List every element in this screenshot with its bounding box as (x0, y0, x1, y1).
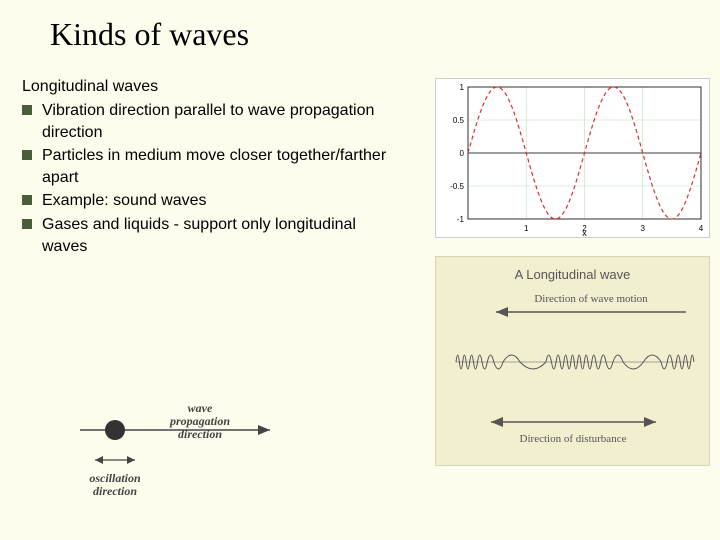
svg-text:4: 4 (699, 224, 704, 233)
slide-title: Kinds of waves (50, 16, 249, 53)
svg-text:-1: -1 (457, 215, 465, 224)
svg-text:1: 1 (524, 224, 529, 233)
list-item: Gases and liquids - support only longitu… (22, 214, 392, 257)
svg-text:0.5: 0.5 (453, 116, 465, 125)
svg-text:wave: wave (188, 401, 213, 415)
svg-text:direction: direction (93, 484, 137, 498)
list-item: Example: sound waves (22, 190, 392, 212)
bullet-list: Vibration direction parallel to wave pro… (22, 100, 392, 259)
bullet-text: Vibration direction parallel to wave pro… (42, 100, 392, 143)
svg-text:0: 0 (460, 149, 465, 158)
bullet-text: Particles in medium move closer together… (42, 145, 392, 188)
longitudinal-wave-svg: Direction of wave motion Direction of dis… (436, 282, 711, 467)
propagation-diagram: wavepropagationdirectionoscillationdirec… (70, 400, 340, 510)
svg-text:direction: direction (178, 427, 222, 441)
svg-text:Direction of wave motion: Direction of wave motion (534, 293, 648, 305)
panel-title: A Longitudinal wave (436, 267, 709, 282)
svg-text:-0.5: -0.5 (450, 182, 464, 191)
bullet-text: Example: sound waves (42, 190, 207, 212)
svg-text:1: 1 (460, 83, 465, 92)
sine-wave-svg: 1234-1-0.500.51x (436, 79, 711, 239)
list-item: Particles in medium move closer together… (22, 145, 392, 188)
longitudinal-wave-panel: A Longitudinal wave Direction of wave mo… (435, 256, 710, 466)
svg-text:x: x (582, 228, 587, 238)
svg-text:oscillation: oscillation (89, 471, 141, 485)
svg-text:propagation: propagation (169, 414, 230, 428)
bullet-icon (22, 195, 32, 205)
sine-wave-chart: 1234-1-0.500.51x (435, 78, 710, 238)
bullet-text: Gases and liquids - support only longitu… (42, 214, 392, 257)
propagation-svg: wavepropagationdirectionoscillationdirec… (70, 400, 340, 510)
list-item: Vibration direction parallel to wave pro… (22, 100, 392, 143)
subtitle: Longitudinal waves (22, 78, 158, 96)
svg-text:3: 3 (641, 224, 646, 233)
bullet-icon (22, 105, 32, 115)
bullet-icon (22, 219, 32, 229)
svg-text:Direction of disturbance: Direction of disturbance (520, 433, 627, 445)
bullet-icon (22, 150, 32, 160)
